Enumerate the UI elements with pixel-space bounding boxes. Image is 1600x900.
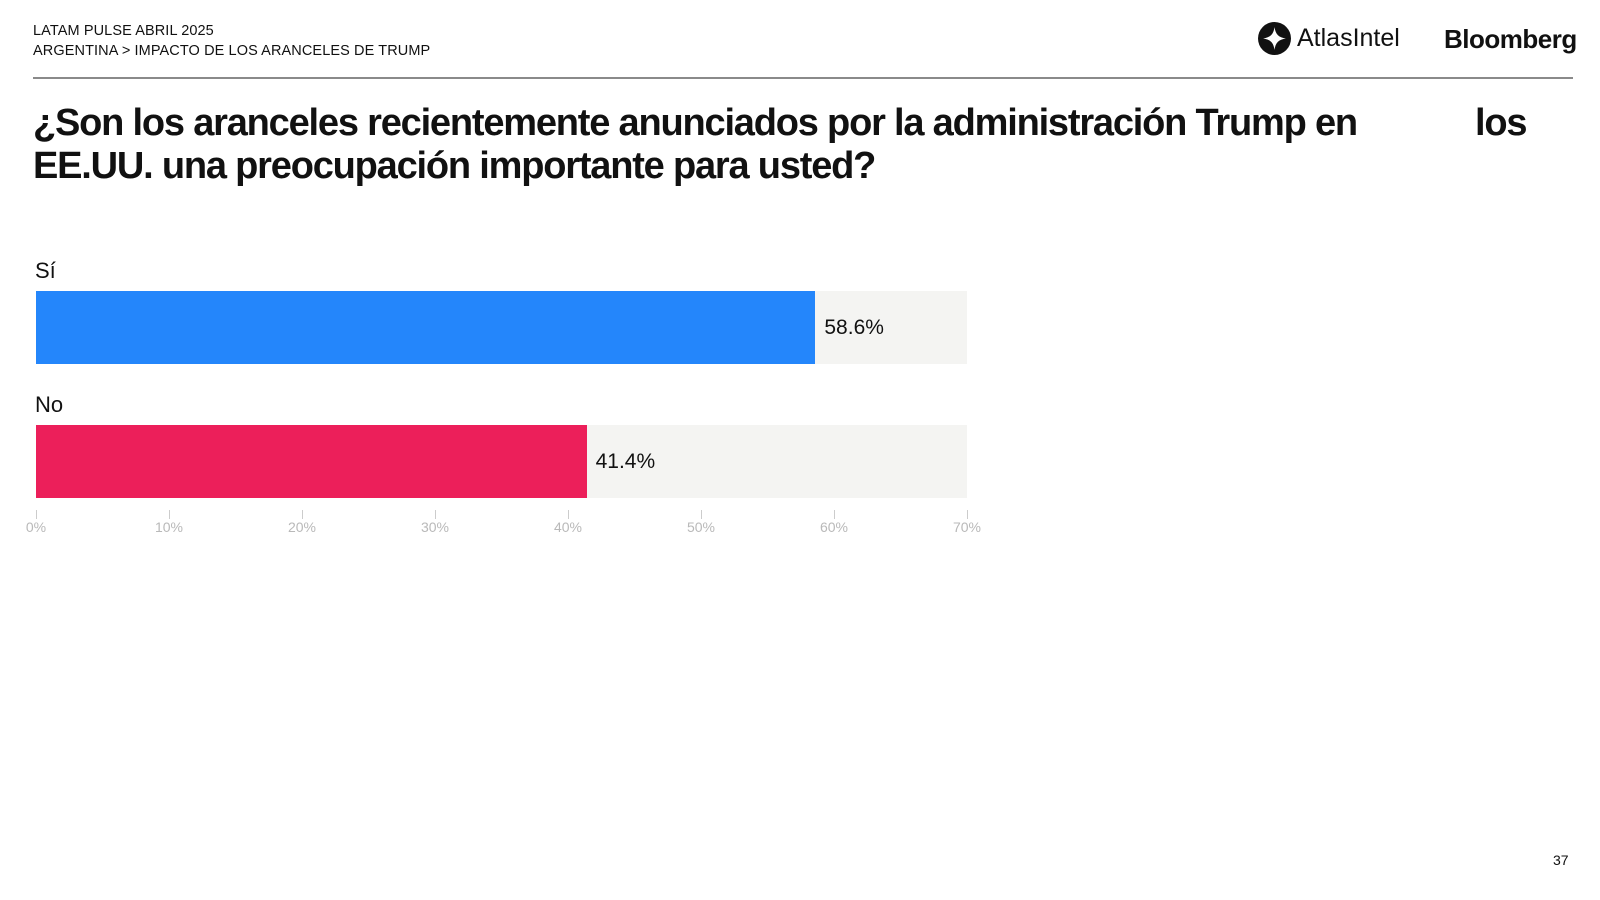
bar [36, 425, 587, 498]
x-tick-label: 20% [287, 519, 317, 535]
bar-track: 58.6% [36, 291, 967, 364]
bar-track: 41.4% [36, 425, 967, 498]
value-label: 58.6% [824, 315, 884, 339]
atlasintel-logo-icon [1258, 22, 1291, 55]
page-number: 37 [1553, 852, 1569, 868]
x-tick-label: 0% [25, 519, 47, 535]
x-tick-label: 60% [819, 519, 849, 535]
header-divider [33, 77, 1573, 79]
bloomberg-logo: Bloomberg [1444, 24, 1577, 54]
atlasintel-logo-text: AtlasIntel [1297, 24, 1400, 52]
x-tick-mark [169, 510, 170, 519]
x-tick-label: 50% [686, 519, 716, 535]
question-title-line1: ¿Son los aranceles recientemente anuncia… [33, 102, 1358, 144]
value-label: 41.4% [595, 449, 656, 473]
x-tick-label: 40% [553, 519, 583, 535]
category-label: No [35, 392, 64, 417]
x-tick-mark [435, 510, 436, 519]
x-tick-mark [302, 510, 303, 519]
breadcrumb: ARGENTINA > IMPACTO DE LOS ARANCELES DE … [33, 43, 431, 59]
atlasintel-logo: AtlasIntel [1258, 22, 1400, 55]
x-tick-label: 70% [952, 519, 982, 535]
x-tick-label: 10% [154, 519, 184, 535]
x-tick-mark [36, 510, 37, 519]
question-title-line2: EE.UU. una preocupación importante para … [33, 145, 876, 187]
bar [36, 291, 816, 364]
x-tick-mark [701, 510, 702, 519]
x-tick-mark [568, 510, 569, 519]
question-title-line1-tail: los [1475, 102, 1528, 144]
x-tick-mark [834, 510, 835, 519]
category-label: Sí [35, 258, 56, 283]
survey-name: LATAM PULSE ABRIL 2025 [33, 23, 214, 39]
x-tick-label: 30% [420, 519, 450, 535]
x-tick-mark [967, 510, 968, 519]
